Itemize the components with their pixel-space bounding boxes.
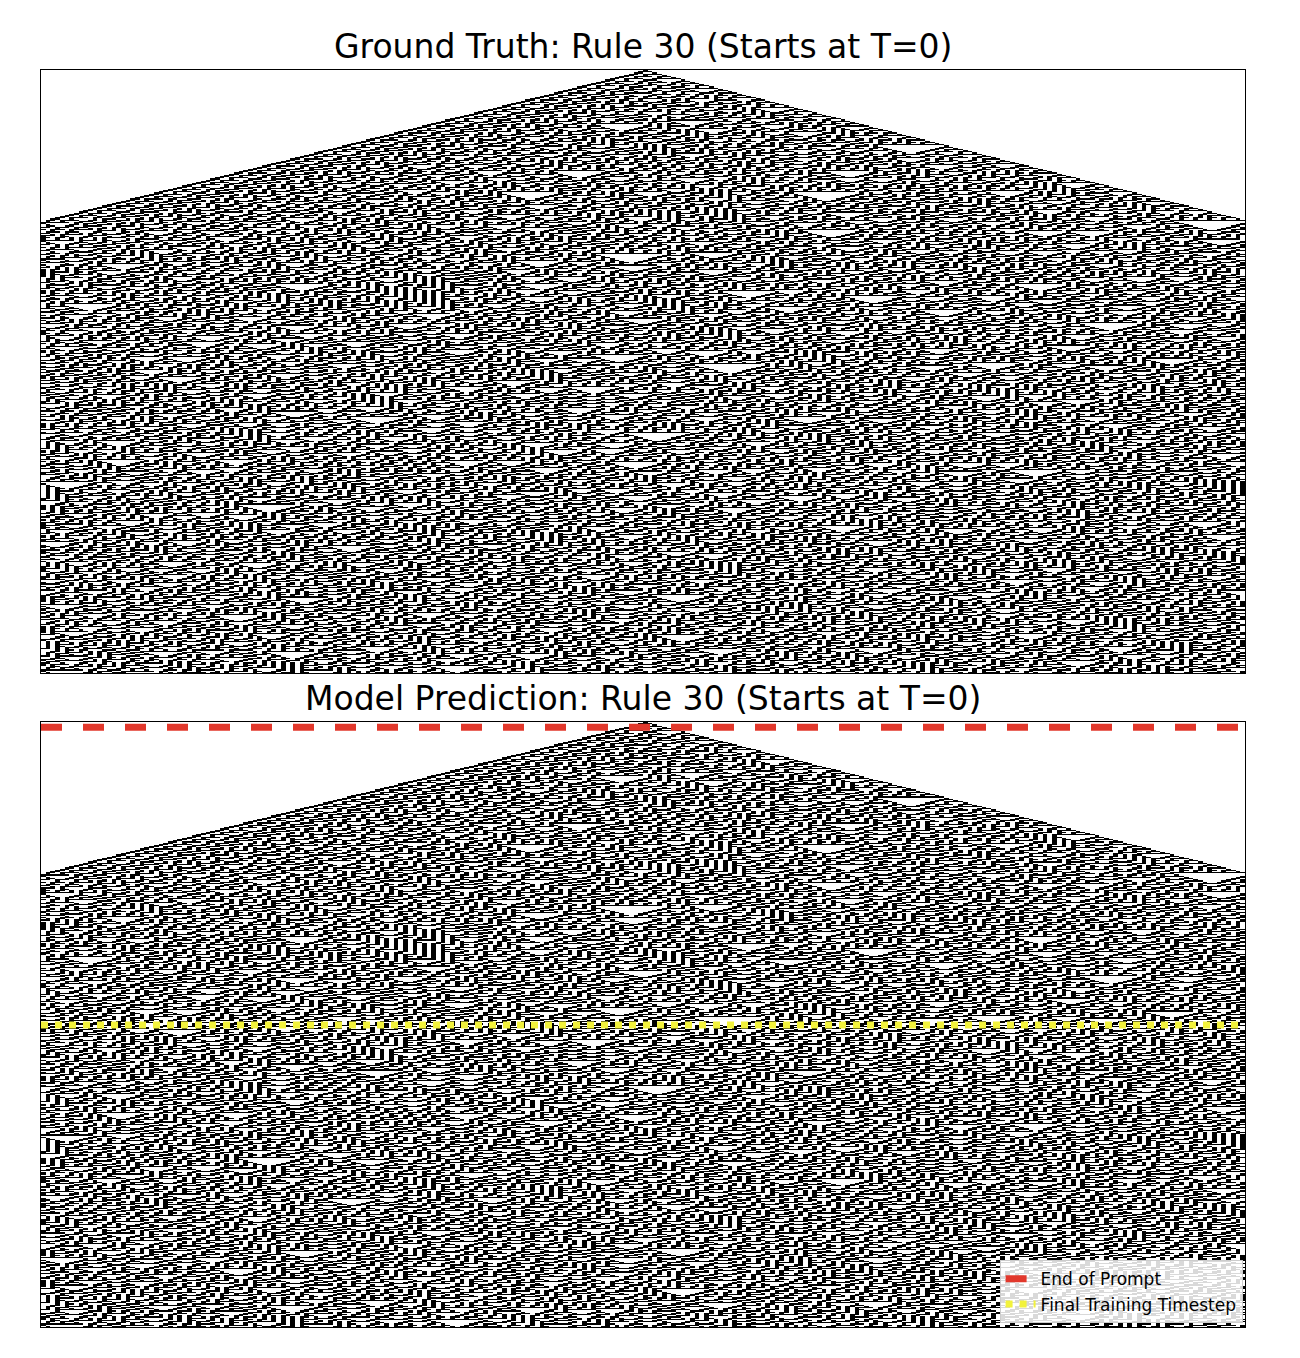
svg-text:Final Training Timestep: Final Training Timestep <box>1041 1295 1236 1315</box>
svg-text:Ground Truth: Rule 30 (Starts: Ground Truth: Rule 30 (Starts at T=0) <box>334 27 952 66</box>
svg-text:End of Prompt: End of Prompt <box>1041 1269 1162 1289</box>
svg-text:Model Prediction: Rule 30 (Sta: Model Prediction: Rule 30 (Starts at T=0… <box>305 679 981 718</box>
